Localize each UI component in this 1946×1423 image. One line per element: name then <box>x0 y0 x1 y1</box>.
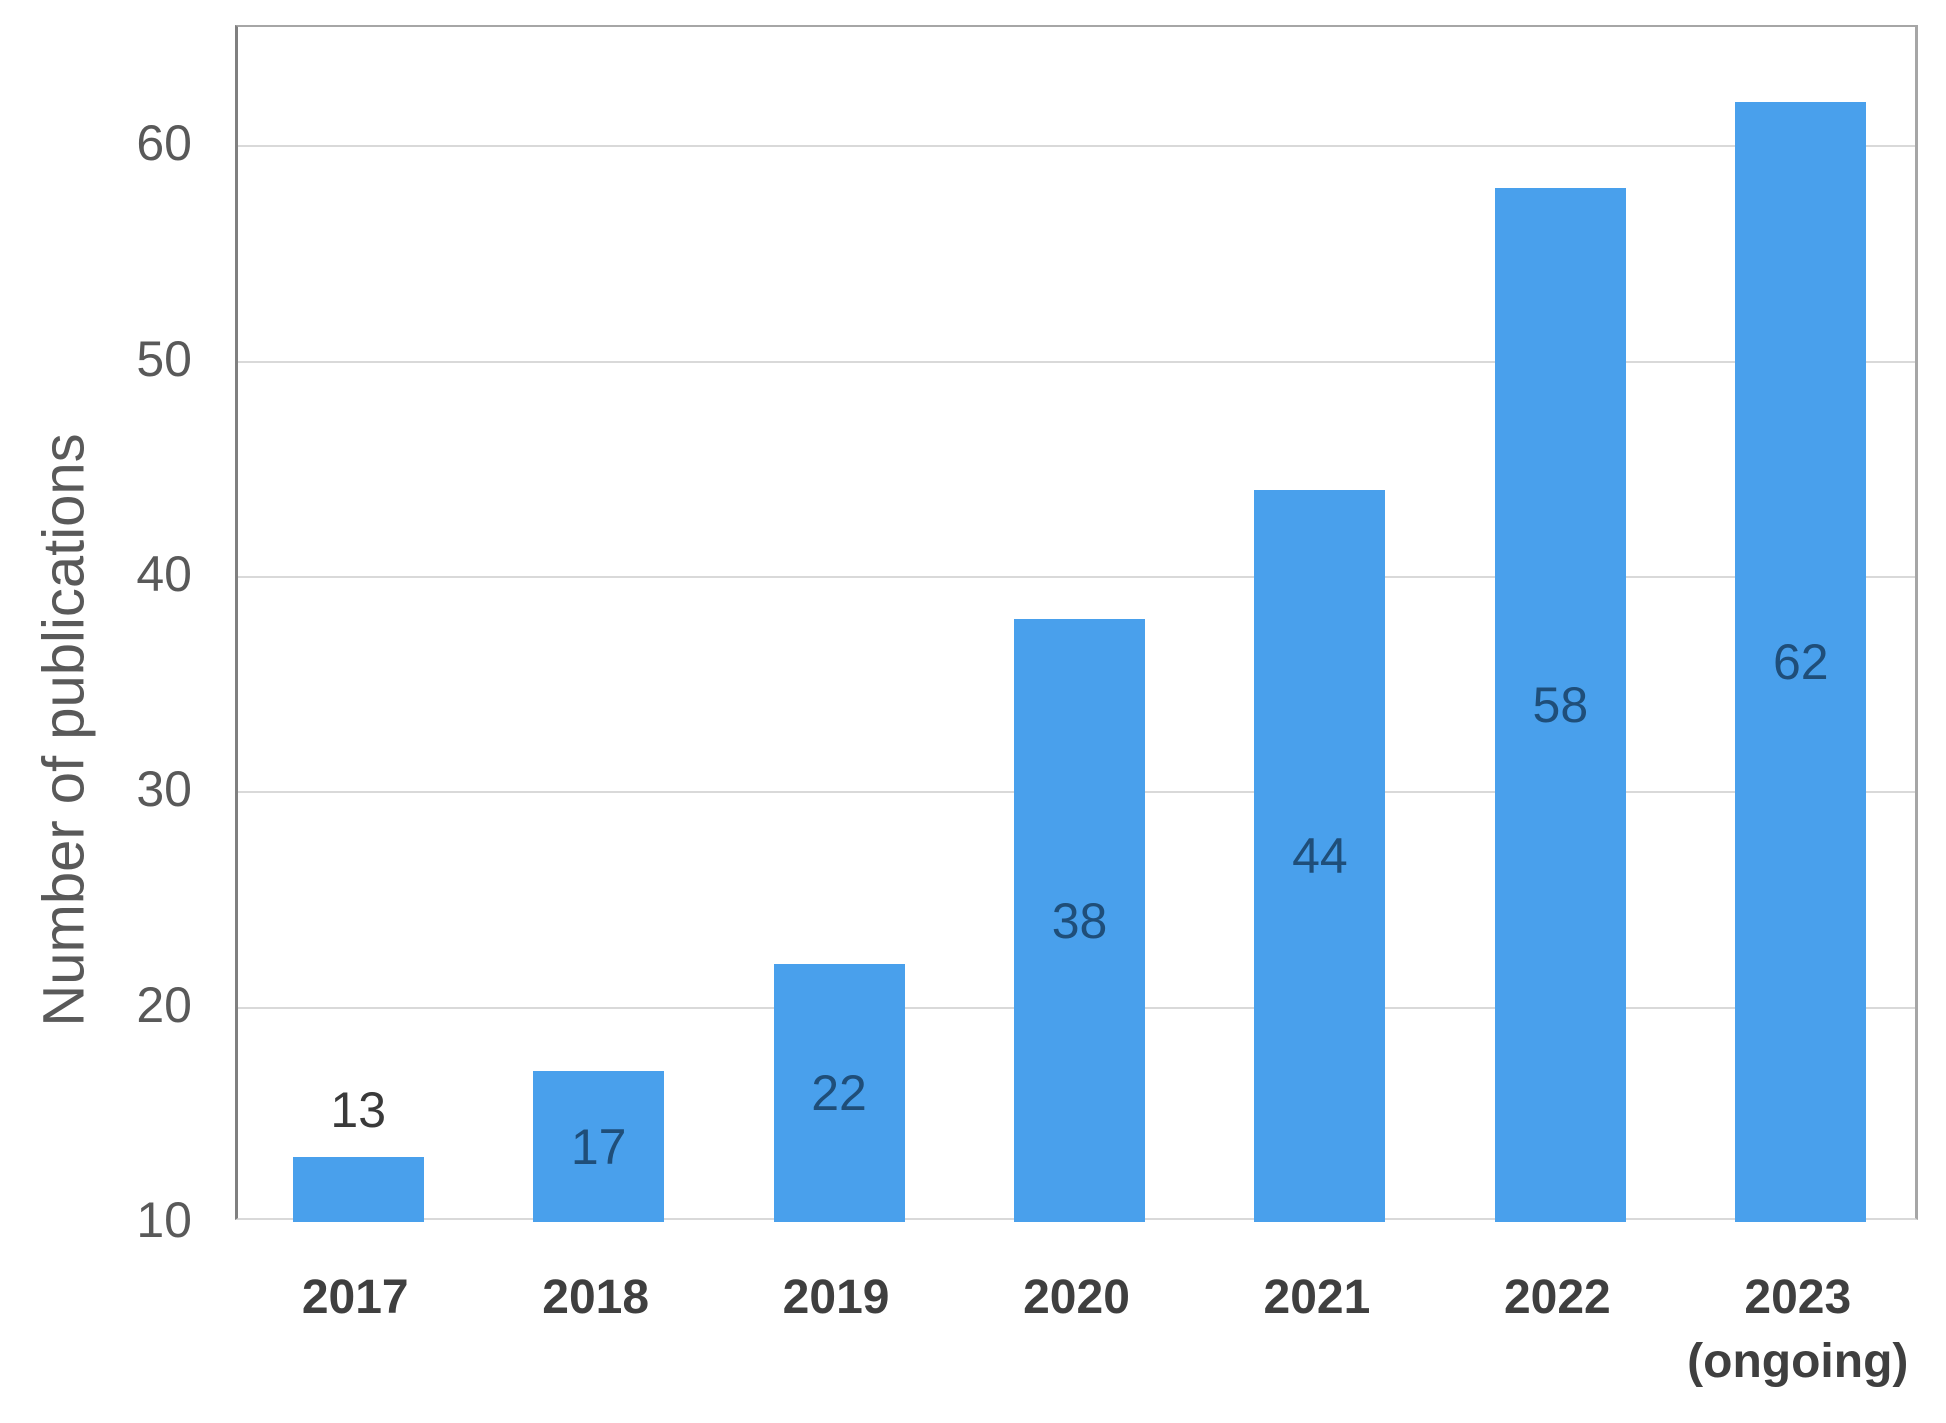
y-tick-label-60: 60 <box>136 115 192 172</box>
y-tick-label-20: 20 <box>136 976 192 1033</box>
bar-2023 <box>1735 102 1867 1222</box>
bar-value-label-2021: 44 <box>1292 827 1348 884</box>
x-tick-label-2021: 2021 <box>1263 1271 1371 1324</box>
y-axis-title: Number of publications <box>31 433 97 1027</box>
x-tick-2021: 2021 <box>1187 1266 1447 1330</box>
x-tick-2018: 2018 <box>466 1266 726 1330</box>
x-tick-label-2019: 2019 <box>782 1271 890 1324</box>
x-tick-2023: 2023 (ongoing) <box>1668 1266 1928 1394</box>
x-tick-2019: 2019 <box>706 1266 966 1330</box>
bar-2021 <box>1254 489 1386 1222</box>
y-tick-label-30: 30 <box>136 761 192 818</box>
bar-2017 <box>292 1157 424 1222</box>
bar-value-label-2022: 58 <box>1532 677 1589 734</box>
bar-value-label-2019: 22 <box>811 1064 867 1121</box>
bar-2020 <box>1014 619 1145 1222</box>
bar-value-label-2018: 17 <box>570 1118 627 1175</box>
x-tick-label-2020: 2020 <box>1023 1271 1130 1324</box>
bar-2022 <box>1494 188 1626 1222</box>
x-tick-2020: 2020 <box>947 1266 1207 1330</box>
bar-2018 <box>533 1071 665 1222</box>
plot-area: 13 17 22 38 44 58 62 <box>235 25 1918 1222</box>
bar-value-label-2017: 13 <box>330 1082 387 1139</box>
x-tick-2022: 2022 <box>1427 1266 1687 1330</box>
gridline-y-60 <box>238 145 1915 148</box>
bar-value-label-2020: 38 <box>1051 892 1108 949</box>
x-tick-label-2017: 2017 <box>301 1271 409 1324</box>
y-tick-label-40: 40 <box>136 546 192 603</box>
x-tick-2017: 2017 <box>225 1266 485 1330</box>
x-tick-label-2018: 2018 <box>542 1271 650 1324</box>
y-tick-label-10: 10 <box>136 1192 192 1248</box>
gridline-y-50 <box>238 360 1915 363</box>
bar-2019 <box>773 963 905 1222</box>
x-tick-sublabel-2023: (ongoing) <box>1687 1335 1909 1388</box>
x-tick-label-2023: 2023 <box>1744 1271 1852 1324</box>
y-tick-label-50: 50 <box>136 330 192 387</box>
bar-value-label-2023: 62 <box>1772 634 1829 691</box>
gridline-y-40 <box>238 576 1915 579</box>
x-tick-label-2022: 2022 <box>1503 1271 1611 1324</box>
